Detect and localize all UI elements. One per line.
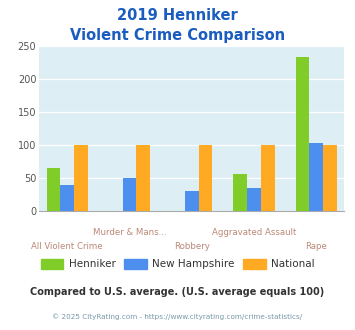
Bar — [122, 178, 136, 211]
Text: Compared to U.S. average. (U.S. average equals 100): Compared to U.S. average. (U.S. average … — [31, 287, 324, 297]
Bar — [247, 188, 261, 211]
Text: 2019 Henniker: 2019 Henniker — [117, 8, 238, 23]
Bar — [60, 185, 74, 211]
Bar — [136, 145, 150, 211]
Legend: Henniker, New Hampshire, National: Henniker, New Hampshire, National — [36, 254, 319, 273]
Bar — [47, 168, 60, 211]
Text: © 2025 CityRating.com - https://www.cityrating.com/crime-statistics/: © 2025 CityRating.com - https://www.city… — [53, 314, 302, 320]
Bar — [74, 145, 88, 211]
Text: Murder & Mans...: Murder & Mans... — [93, 228, 166, 237]
Bar — [185, 191, 198, 211]
Text: Robbery: Robbery — [174, 242, 210, 251]
Text: All Violent Crime: All Violent Crime — [31, 242, 103, 251]
Text: Rape: Rape — [305, 242, 327, 251]
Bar — [296, 57, 310, 211]
Bar — [261, 145, 274, 211]
Bar — [323, 145, 337, 211]
Text: Violent Crime Comparison: Violent Crime Comparison — [70, 28, 285, 43]
Bar — [198, 145, 212, 211]
Text: Aggravated Assault: Aggravated Assault — [212, 228, 296, 237]
Bar — [234, 174, 247, 211]
Bar — [310, 143, 323, 211]
